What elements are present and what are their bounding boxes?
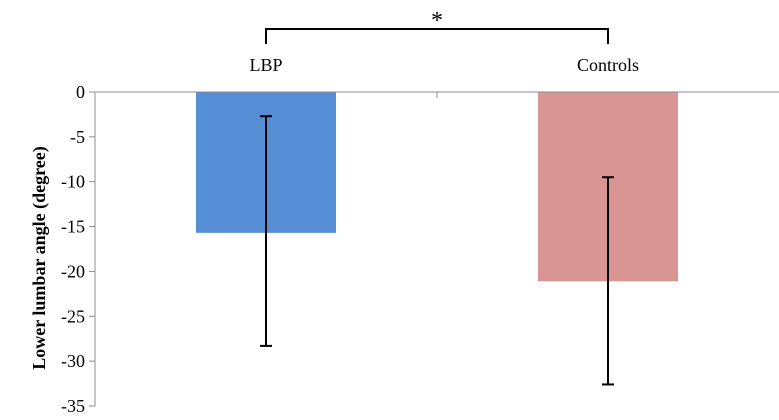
y-tick-label: -10 xyxy=(61,172,85,192)
significance-bracket xyxy=(265,28,609,44)
y-tick-label: 0 xyxy=(76,82,85,102)
y-tick-label: -15 xyxy=(61,217,85,237)
category-label: LBP xyxy=(249,55,282,75)
y-tick-label: -5 xyxy=(70,127,85,147)
y-tick-label: -20 xyxy=(61,261,85,281)
y-tick-label: -30 xyxy=(61,351,85,371)
y-tick-label: -25 xyxy=(61,306,85,326)
y-tick-label: -35 xyxy=(61,396,85,416)
category-label: Controls xyxy=(577,55,639,75)
y-axis-label: Lower lumbar angle (degree) xyxy=(29,146,50,369)
significance-marker: * xyxy=(431,8,443,34)
